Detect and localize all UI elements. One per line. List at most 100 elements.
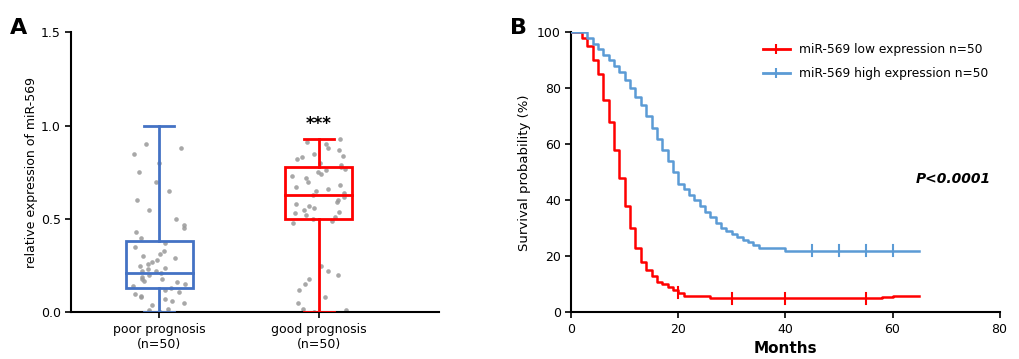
Point — [152, 309, 168, 315]
Legend: miR-569 low expression n=50, miR-569 high expression n=50: miR-569 low expression n=50, miR-569 hig… — [757, 38, 993, 85]
Point — [141, 207, 157, 213]
Point — [149, 257, 165, 263]
Point — [144, 259, 160, 265]
Point — [320, 186, 336, 192]
Point — [162, 285, 178, 291]
Point — [152, 270, 168, 276]
Point — [138, 141, 154, 147]
Point — [300, 179, 316, 185]
Point — [141, 308, 157, 313]
Point — [148, 179, 164, 185]
Point — [125, 283, 142, 289]
Point — [296, 207, 312, 213]
Point — [151, 160, 167, 166]
Point — [319, 269, 335, 274]
Point — [283, 173, 300, 179]
Point — [320, 145, 336, 151]
Point — [335, 153, 352, 158]
Point — [313, 263, 329, 269]
Point — [160, 306, 176, 312]
Point — [306, 151, 322, 157]
Point — [332, 164, 348, 169]
Point — [323, 218, 339, 224]
Point — [313, 171, 329, 177]
Point — [154, 276, 170, 281]
Point — [298, 175, 314, 181]
Point — [133, 235, 150, 241]
Point — [297, 281, 313, 287]
Text: P<0.0001: P<0.0001 — [915, 172, 990, 186]
Point — [131, 263, 148, 269]
Point — [298, 213, 314, 218]
Bar — [125, 241, 193, 288]
Point — [169, 280, 185, 285]
Point — [133, 276, 150, 281]
Point — [329, 197, 345, 203]
Point — [132, 293, 149, 298]
Point — [309, 169, 325, 175]
Point — [126, 244, 143, 250]
Text: ***: *** — [306, 115, 331, 133]
Point — [306, 205, 322, 211]
Point — [133, 274, 150, 280]
Point — [318, 168, 334, 173]
Point — [166, 255, 182, 261]
Point — [312, 160, 328, 166]
Point — [308, 188, 324, 194]
Point — [330, 147, 346, 153]
Point — [156, 297, 172, 302]
Point — [305, 216, 321, 222]
Point — [305, 192, 321, 197]
Point — [129, 197, 146, 203]
Point — [125, 151, 142, 157]
Point — [332, 136, 348, 141]
Point — [127, 291, 144, 297]
Point — [287, 201, 304, 207]
Point — [156, 248, 172, 253]
Point — [317, 141, 333, 147]
Point — [301, 203, 317, 209]
Point — [133, 269, 150, 274]
Point — [337, 308, 354, 313]
Point — [167, 216, 183, 222]
Point — [336, 194, 353, 200]
Point — [290, 287, 307, 293]
Text: B: B — [510, 18, 527, 38]
Point — [299, 140, 315, 145]
Point — [176, 222, 193, 228]
Point — [156, 287, 172, 293]
Point — [287, 185, 304, 190]
Point — [157, 241, 173, 246]
Point — [335, 190, 352, 196]
Point — [136, 278, 152, 284]
Point — [289, 300, 306, 306]
Point — [147, 269, 163, 274]
Point — [144, 302, 160, 308]
Point — [140, 266, 156, 272]
Point — [132, 294, 149, 300]
Point — [152, 252, 168, 257]
Point — [301, 276, 317, 281]
X-axis label: Months: Months — [753, 341, 816, 356]
Point — [289, 157, 306, 162]
Text: A: A — [10, 18, 28, 38]
Point — [161, 188, 177, 194]
Point — [173, 145, 190, 151]
Point — [141, 272, 157, 278]
Point — [330, 209, 346, 214]
Point — [330, 272, 346, 278]
Point — [293, 154, 310, 160]
Point — [329, 199, 345, 205]
Point — [336, 166, 353, 172]
Point — [175, 300, 192, 306]
Point — [306, 309, 322, 315]
Point — [327, 214, 343, 220]
Y-axis label: relative expression of miR-569: relative expression of miR-569 — [25, 77, 38, 268]
Point — [157, 265, 173, 270]
Point — [140, 261, 156, 267]
Point — [332, 162, 348, 168]
Point — [163, 298, 179, 304]
Point — [135, 253, 151, 259]
Point — [316, 294, 332, 300]
Point — [175, 225, 192, 231]
